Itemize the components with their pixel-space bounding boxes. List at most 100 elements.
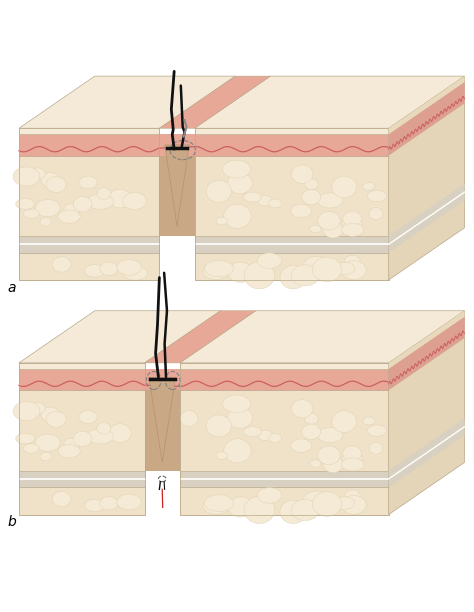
Polygon shape bbox=[159, 134, 194, 236]
Ellipse shape bbox=[41, 407, 60, 422]
Ellipse shape bbox=[52, 257, 71, 272]
Polygon shape bbox=[194, 134, 389, 155]
Ellipse shape bbox=[233, 398, 248, 409]
Polygon shape bbox=[165, 145, 189, 226]
Polygon shape bbox=[389, 76, 465, 280]
Ellipse shape bbox=[363, 182, 375, 190]
Ellipse shape bbox=[228, 262, 253, 282]
Ellipse shape bbox=[233, 163, 248, 174]
Ellipse shape bbox=[35, 434, 60, 452]
Ellipse shape bbox=[268, 434, 282, 442]
Ellipse shape bbox=[123, 193, 146, 209]
Ellipse shape bbox=[342, 450, 362, 466]
Ellipse shape bbox=[268, 199, 282, 208]
Ellipse shape bbox=[35, 200, 60, 217]
Ellipse shape bbox=[224, 204, 251, 228]
Ellipse shape bbox=[334, 497, 355, 509]
Ellipse shape bbox=[318, 193, 343, 208]
Ellipse shape bbox=[29, 168, 46, 179]
Polygon shape bbox=[159, 134, 194, 155]
Polygon shape bbox=[159, 76, 270, 129]
Ellipse shape bbox=[305, 413, 318, 424]
Polygon shape bbox=[180, 471, 389, 487]
Ellipse shape bbox=[305, 179, 318, 189]
Ellipse shape bbox=[292, 400, 313, 418]
Ellipse shape bbox=[332, 411, 356, 432]
Ellipse shape bbox=[334, 263, 355, 275]
Ellipse shape bbox=[87, 194, 113, 209]
Ellipse shape bbox=[258, 430, 273, 441]
Ellipse shape bbox=[117, 494, 141, 510]
Ellipse shape bbox=[52, 491, 71, 507]
Ellipse shape bbox=[228, 408, 253, 428]
Ellipse shape bbox=[369, 207, 383, 220]
Polygon shape bbox=[194, 253, 389, 280]
Polygon shape bbox=[180, 369, 389, 390]
Ellipse shape bbox=[291, 499, 319, 521]
Ellipse shape bbox=[109, 189, 131, 208]
Ellipse shape bbox=[23, 444, 39, 453]
Ellipse shape bbox=[332, 176, 356, 198]
Ellipse shape bbox=[180, 411, 198, 427]
Polygon shape bbox=[19, 129, 159, 134]
Ellipse shape bbox=[291, 265, 319, 286]
Ellipse shape bbox=[257, 253, 282, 269]
Ellipse shape bbox=[312, 491, 342, 517]
Ellipse shape bbox=[13, 401, 40, 420]
Ellipse shape bbox=[342, 215, 362, 231]
Ellipse shape bbox=[312, 257, 342, 282]
Ellipse shape bbox=[341, 223, 364, 236]
Polygon shape bbox=[389, 311, 465, 515]
Ellipse shape bbox=[87, 429, 113, 444]
Ellipse shape bbox=[223, 395, 251, 412]
Text: a: a bbox=[7, 281, 16, 295]
Ellipse shape bbox=[29, 403, 46, 414]
Ellipse shape bbox=[124, 266, 147, 280]
Ellipse shape bbox=[97, 422, 111, 434]
Ellipse shape bbox=[310, 225, 321, 233]
Ellipse shape bbox=[79, 176, 97, 189]
Ellipse shape bbox=[303, 491, 330, 507]
Polygon shape bbox=[389, 82, 465, 155]
Polygon shape bbox=[19, 134, 159, 155]
Ellipse shape bbox=[303, 256, 330, 273]
Ellipse shape bbox=[40, 452, 52, 461]
Ellipse shape bbox=[79, 411, 97, 424]
Polygon shape bbox=[145, 369, 180, 390]
Polygon shape bbox=[19, 253, 159, 280]
Ellipse shape bbox=[363, 417, 375, 425]
Ellipse shape bbox=[204, 260, 234, 277]
Ellipse shape bbox=[228, 173, 253, 193]
Ellipse shape bbox=[257, 488, 282, 503]
Ellipse shape bbox=[216, 217, 228, 225]
Ellipse shape bbox=[367, 190, 387, 201]
Polygon shape bbox=[19, 487, 145, 515]
Ellipse shape bbox=[40, 218, 52, 226]
Ellipse shape bbox=[244, 262, 274, 289]
Ellipse shape bbox=[310, 460, 321, 468]
Text: b: b bbox=[7, 515, 16, 529]
Polygon shape bbox=[145, 369, 180, 471]
Ellipse shape bbox=[292, 165, 313, 184]
Ellipse shape bbox=[85, 499, 105, 512]
Ellipse shape bbox=[204, 495, 234, 512]
Ellipse shape bbox=[216, 452, 228, 460]
Ellipse shape bbox=[323, 222, 343, 238]
Ellipse shape bbox=[203, 498, 229, 514]
Polygon shape bbox=[194, 155, 389, 236]
Ellipse shape bbox=[341, 261, 366, 280]
Polygon shape bbox=[19, 369, 145, 390]
Ellipse shape bbox=[64, 204, 81, 214]
Polygon shape bbox=[19, 311, 220, 363]
Ellipse shape bbox=[203, 264, 229, 280]
Polygon shape bbox=[194, 236, 389, 253]
Ellipse shape bbox=[58, 210, 80, 223]
Ellipse shape bbox=[16, 433, 35, 444]
Polygon shape bbox=[180, 363, 389, 369]
Ellipse shape bbox=[318, 427, 343, 442]
Polygon shape bbox=[145, 311, 255, 363]
Ellipse shape bbox=[244, 192, 262, 202]
Ellipse shape bbox=[323, 456, 343, 472]
Polygon shape bbox=[19, 390, 145, 471]
Ellipse shape bbox=[73, 431, 92, 447]
